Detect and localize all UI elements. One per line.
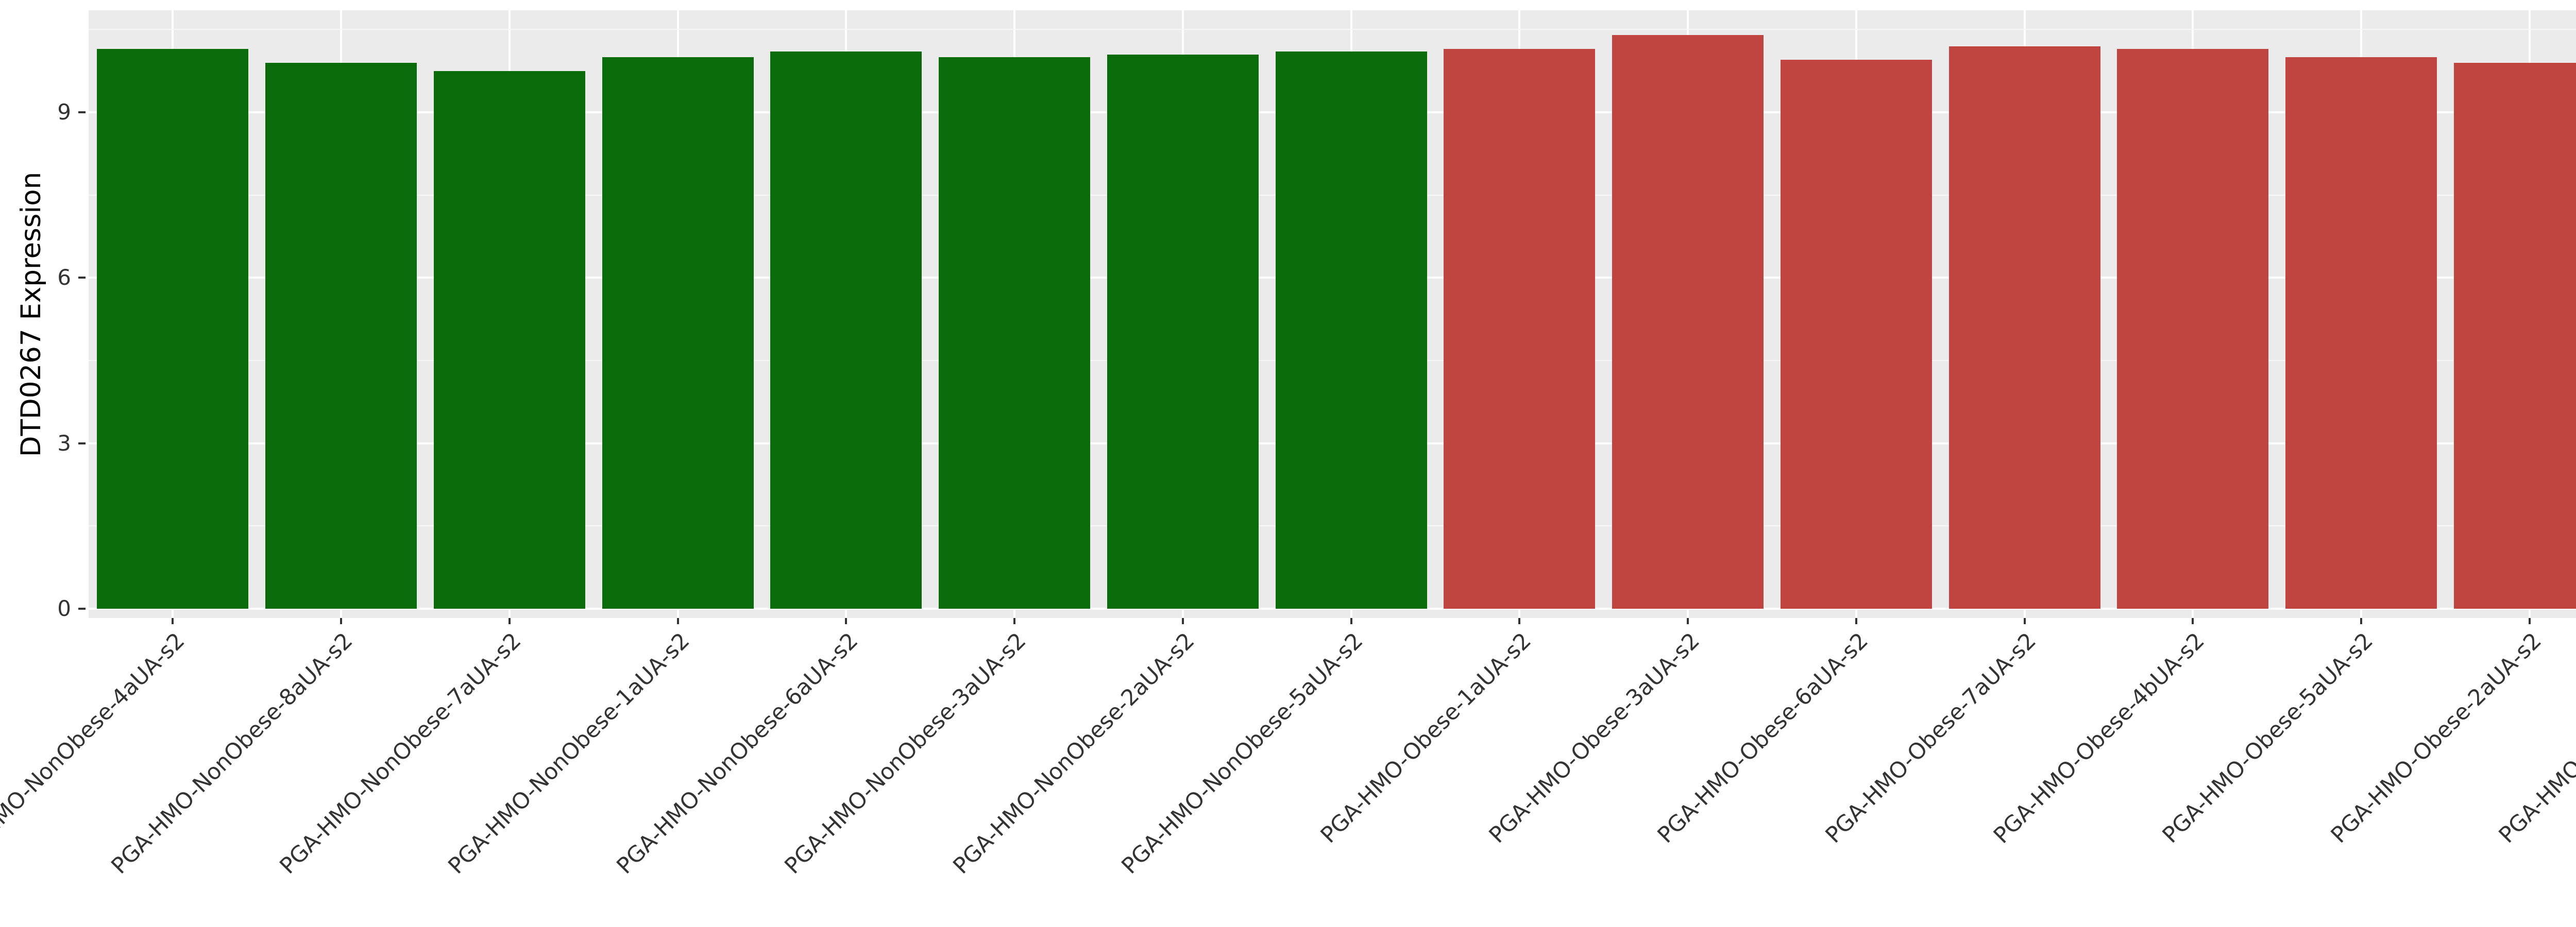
y-axis-title: DTD0267 Expression [13,10,49,618]
x-tick-mark [2023,618,2026,624]
y-tick-mark [78,111,86,114]
x-tick-mark [1181,618,1184,624]
x-tick-mark [340,618,343,624]
x-tick-mark [2528,618,2531,624]
x-tick-mark [676,618,679,624]
bar [2285,57,2437,609]
y-tick-mark [78,277,86,279]
x-tick-mark [172,618,174,624]
x-tick-mark [508,618,511,624]
bar [1780,60,1932,609]
x-tick-mark [845,618,848,624]
gridline-horizontal-minor [89,29,2576,30]
bar [433,71,585,609]
y-tick-label: 3 [57,430,71,456]
bar [1612,35,1764,609]
x-tick-mark [2192,618,2194,624]
x-tick-mark [1350,618,1352,624]
x-tick-mark [1518,618,1521,624]
bar [1444,48,1596,609]
bar [602,57,754,609]
x-tick-mark [1013,618,1016,624]
bar [2117,48,2269,609]
plot-panel [89,10,2576,618]
y-tick-label: 9 [57,99,71,125]
bar [939,57,1091,609]
bar [2453,62,2576,609]
gridline-horizontal-major [89,608,2576,610]
bar [97,48,249,609]
y-axis-title-text: DTD0267 Expression [15,171,47,457]
bar [1107,54,1259,609]
x-tick-mark [1687,618,1689,624]
y-tick-label: 6 [57,265,71,290]
x-tick-mark [1855,618,1857,624]
bar [265,62,417,609]
y-tick-mark [78,608,86,610]
x-axis: PGA-HMO-NonObese-4aUA-s2 PGA-HMO-NonObese… [0,618,2576,927]
x-tick-mark [2360,618,2363,624]
y-tick-mark [78,442,86,444]
bar [770,52,922,609]
bar [1948,46,2100,609]
bar [1275,52,1427,609]
y-tick-label: 0 [57,596,71,621]
y-axis: 0 3 6 9 [0,10,89,621]
